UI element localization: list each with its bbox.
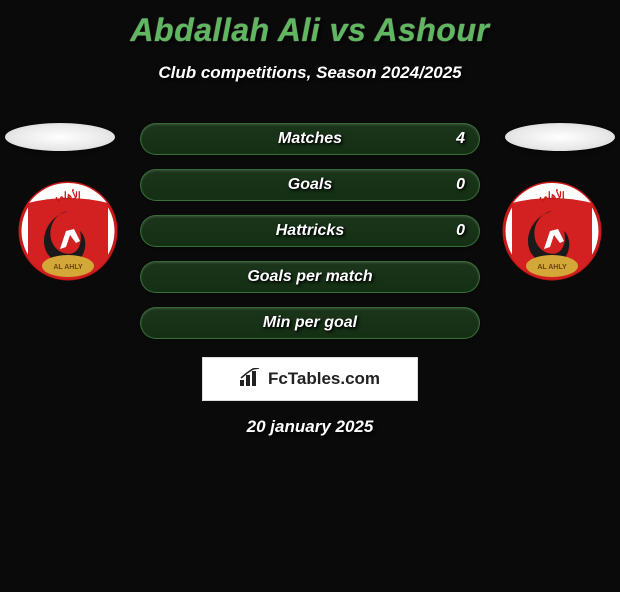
stat-rows: Matches 4 Goals 0 Hattricks 0 Goals per …	[140, 123, 480, 339]
stat-label: Matches	[278, 130, 342, 148]
stat-label: Min per goal	[263, 314, 357, 332]
svg-text:الأهلي: الأهلي	[55, 190, 81, 202]
page-title: Abdallah Ali vs Ashour	[0, 12, 620, 49]
svg-text:AL AHLY: AL AHLY	[53, 264, 83, 271]
stat-value-right: 4	[456, 130, 465, 148]
player-oval-left	[5, 123, 115, 151]
date-line: 20 january 2025	[0, 417, 620, 437]
stat-row-min-per-goal: Min per goal	[140, 307, 480, 339]
stat-row-goals-per-match: Goals per match	[140, 261, 480, 293]
stat-value-right: 0	[456, 222, 465, 240]
stats-area: الأهلي AL AHLY الأهلي AL AHLY Matches	[0, 123, 620, 437]
player-oval-right	[505, 123, 615, 151]
subtitle: Club competitions, Season 2024/2025	[0, 63, 620, 83]
stat-value-right: 0	[456, 176, 465, 194]
stat-label: Goals per match	[247, 268, 372, 286]
club-badge-left: الأهلي AL AHLY	[18, 181, 118, 281]
brand-box[interactable]: FcTables.com	[202, 357, 418, 401]
bars-icon	[240, 368, 262, 391]
stat-row-hattricks: Hattricks 0	[140, 215, 480, 247]
stat-row-matches: Matches 4	[140, 123, 480, 155]
stat-row-goals: Goals 0	[140, 169, 480, 201]
club-badge-right: الأهلي AL AHLY	[502, 181, 602, 281]
svg-text:AL AHLY: AL AHLY	[537, 264, 567, 271]
brand-text: FcTables.com	[268, 369, 380, 389]
svg-text:الأهلي: الأهلي	[539, 190, 565, 202]
stat-label: Goals	[288, 176, 332, 194]
stat-label: Hattricks	[276, 222, 344, 240]
